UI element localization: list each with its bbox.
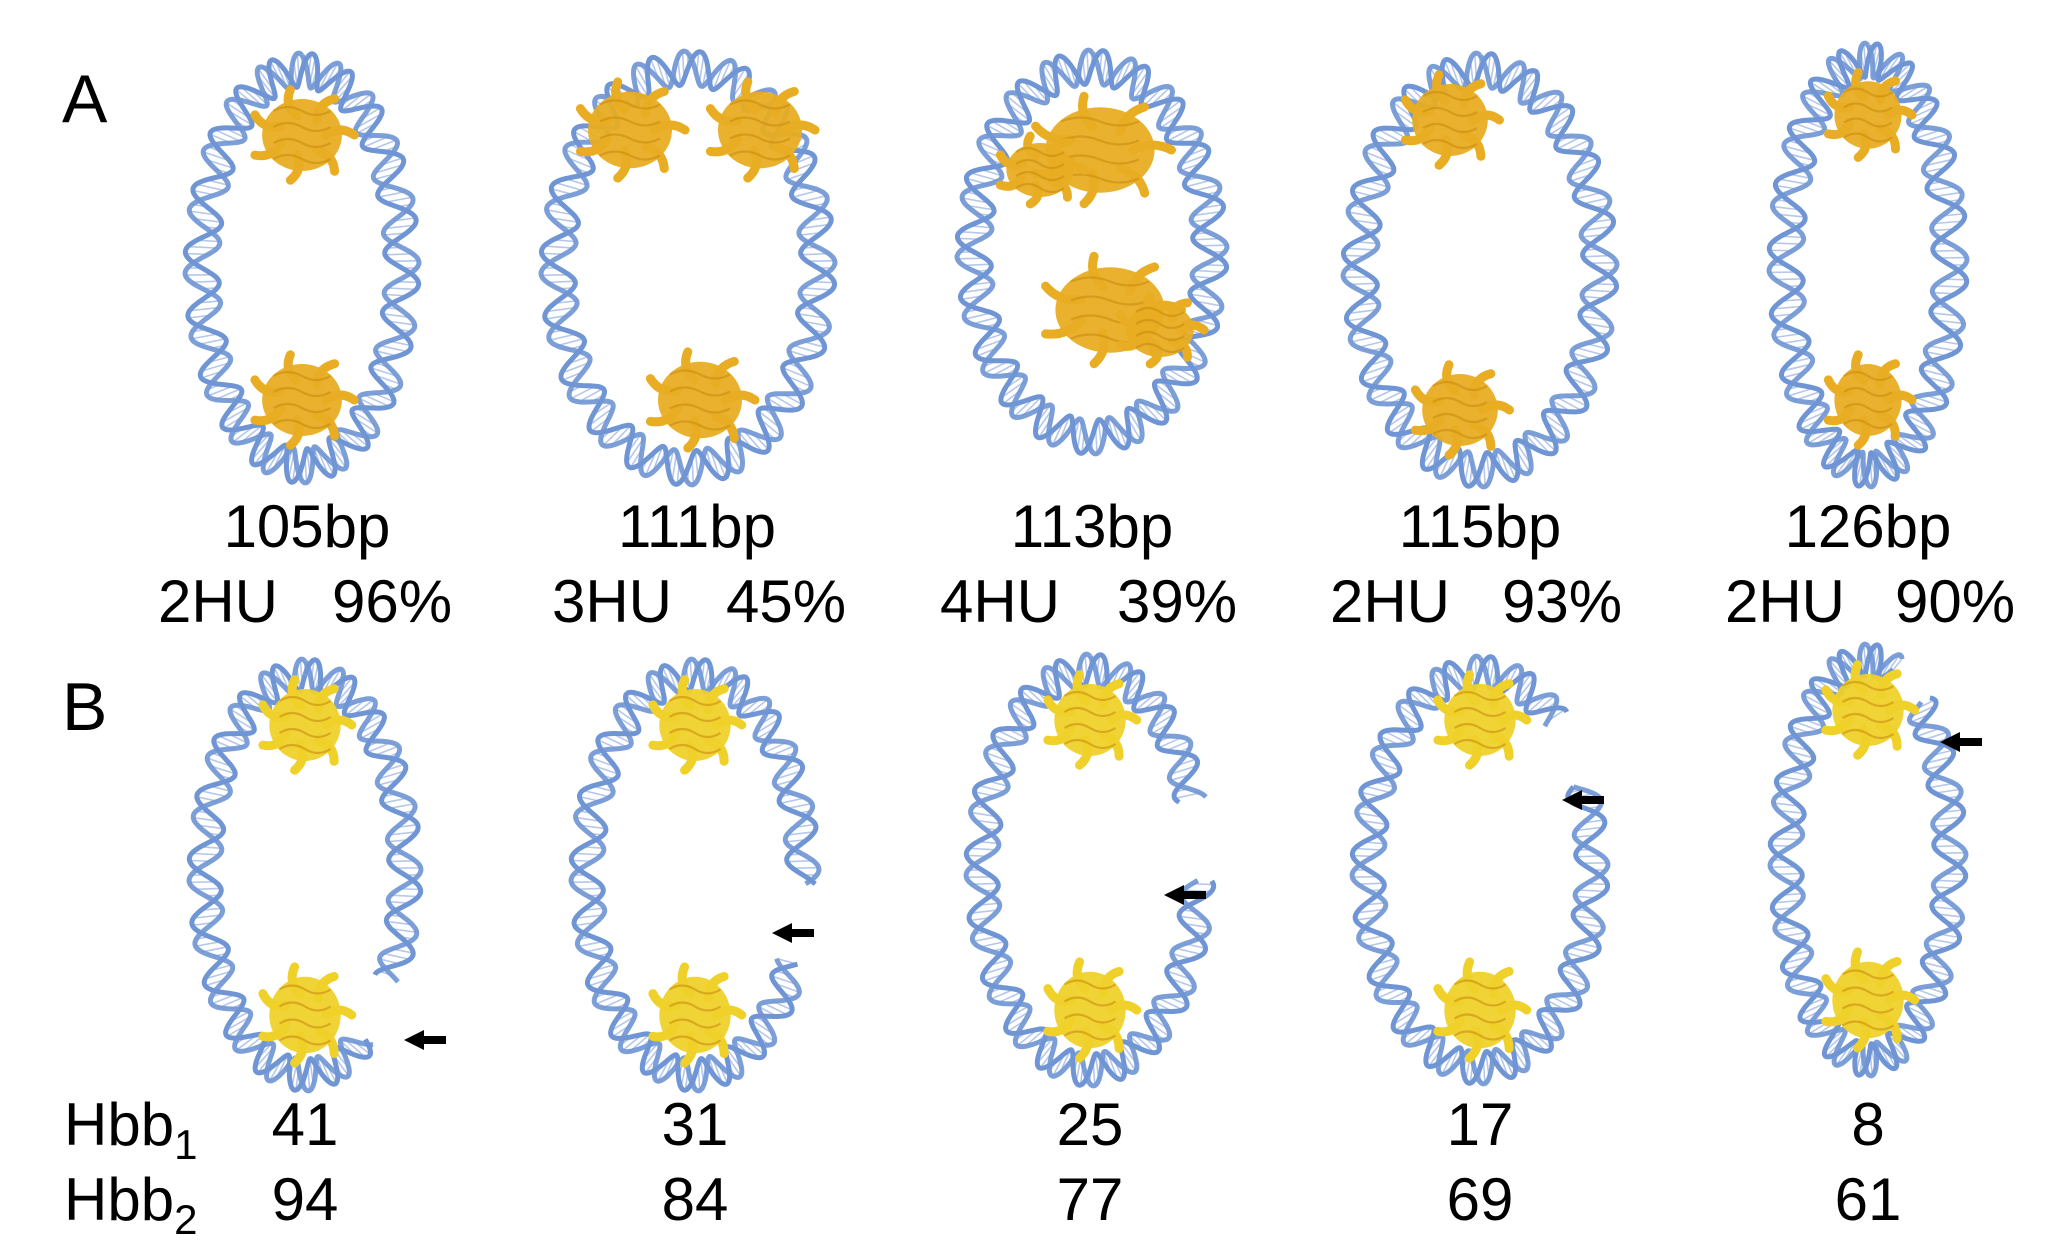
- panel-b-values: 41 94 31 84 25 77 17 69 8 61: [272, 1091, 1902, 1233]
- nick-arrow-icon: [1562, 790, 1604, 810]
- nick-arrow-icon: [772, 923, 814, 943]
- hu-protein: [995, 131, 1089, 209]
- hu-protein: [1823, 350, 1917, 450]
- hu-protein: [258, 962, 357, 1068]
- model-5-hu: 2HU: [1725, 568, 1845, 635]
- panel-a-models: [182, 40, 1970, 490]
- hu-protein: [1433, 670, 1532, 770]
- model-1-hu: 2HU: [158, 568, 278, 635]
- model-3-hu: 4HU: [940, 568, 1060, 635]
- hu-protein: [258, 675, 357, 775]
- model-4-percent: 93%: [1502, 568, 1622, 635]
- hu-protein: [1433, 957, 1532, 1063]
- model-3-hbb1: 25: [1057, 1091, 1124, 1158]
- hu-protein: [1410, 360, 1514, 460]
- panel-b-model-2: [568, 656, 822, 1094]
- model-2-hbb2: 84: [662, 1166, 729, 1233]
- hu-protein: [705, 77, 820, 183]
- hu-protein: [648, 962, 747, 1068]
- hbb1-row-label: Hbb1: [64, 1091, 197, 1168]
- panel-a-label: A: [62, 61, 108, 137]
- panel-a-model-2: [538, 48, 838, 488]
- hu-protein: [1821, 947, 1920, 1053]
- panel-a-model-4: [1340, 50, 1620, 490]
- model-4-hbb1: 17: [1447, 1091, 1514, 1158]
- model-1-percent: 96%: [332, 568, 452, 635]
- panel-b-model-5: [1767, 641, 1982, 1079]
- model-1-hbb1: 41: [272, 1091, 339, 1158]
- panel-a-captions: 105bp 2HU 96% 111bp 3HU 45% 113bp 4HU 39…: [158, 493, 2015, 635]
- model-5-percent: 90%: [1895, 568, 2015, 635]
- nick-arrow-icon: [1164, 885, 1206, 905]
- model-4-length: 115bp: [1399, 493, 1561, 560]
- hu-protein: [1400, 70, 1504, 170]
- model-2-hu: 3HU: [552, 568, 672, 635]
- model-1-hbb2: 94: [272, 1166, 339, 1233]
- nick-arrow-icon: [404, 1030, 446, 1050]
- panel-b-model-1: [186, 656, 446, 1094]
- model-4-hu: 2HU: [1330, 568, 1450, 635]
- model-2-length: 111bp: [618, 493, 776, 560]
- hu-protein: [648, 675, 747, 775]
- panel-b-models: [186, 641, 1982, 1094]
- panel-b-label: B: [62, 669, 107, 745]
- model-3-percent: 39%: [1117, 568, 1237, 635]
- hu-protein: [1821, 660, 1920, 760]
- hu-protein: [250, 85, 359, 185]
- model-5-hbb1: 8: [1851, 1091, 1884, 1158]
- hu-protein: [1043, 957, 1142, 1063]
- hu-protein: [1043, 670, 1142, 770]
- hu-protein: [250, 350, 359, 450]
- hu-protein: [1115, 291, 1209, 369]
- hu-protein: [645, 347, 760, 453]
- model-2-percent: 45%: [726, 568, 846, 635]
- panel-b-model-4: [1349, 653, 1611, 1087]
- model-4-hbb2: 69: [1447, 1166, 1514, 1233]
- panel-a-model-1: [182, 50, 422, 486]
- nick-arrow-icon: [1940, 732, 1982, 752]
- hu-protein: [575, 77, 690, 183]
- hbb2-row-label: Hbb2: [64, 1166, 197, 1243]
- panel-a-model-5: [1766, 40, 1970, 490]
- model-2-hbb1: 31: [662, 1091, 729, 1158]
- model-1-length: 105bp: [224, 493, 391, 560]
- model-3-hbb2: 77: [1057, 1166, 1124, 1233]
- model-5-length: 126bp: [1785, 493, 1952, 560]
- panel-b-model-3: [963, 651, 1217, 1089]
- panel-a-model-3: [954, 47, 1230, 457]
- model-5-hbb2: 61: [1835, 1166, 1902, 1233]
- hu-protein: [1823, 68, 1917, 162]
- model-3-length: 113bp: [1011, 493, 1173, 560]
